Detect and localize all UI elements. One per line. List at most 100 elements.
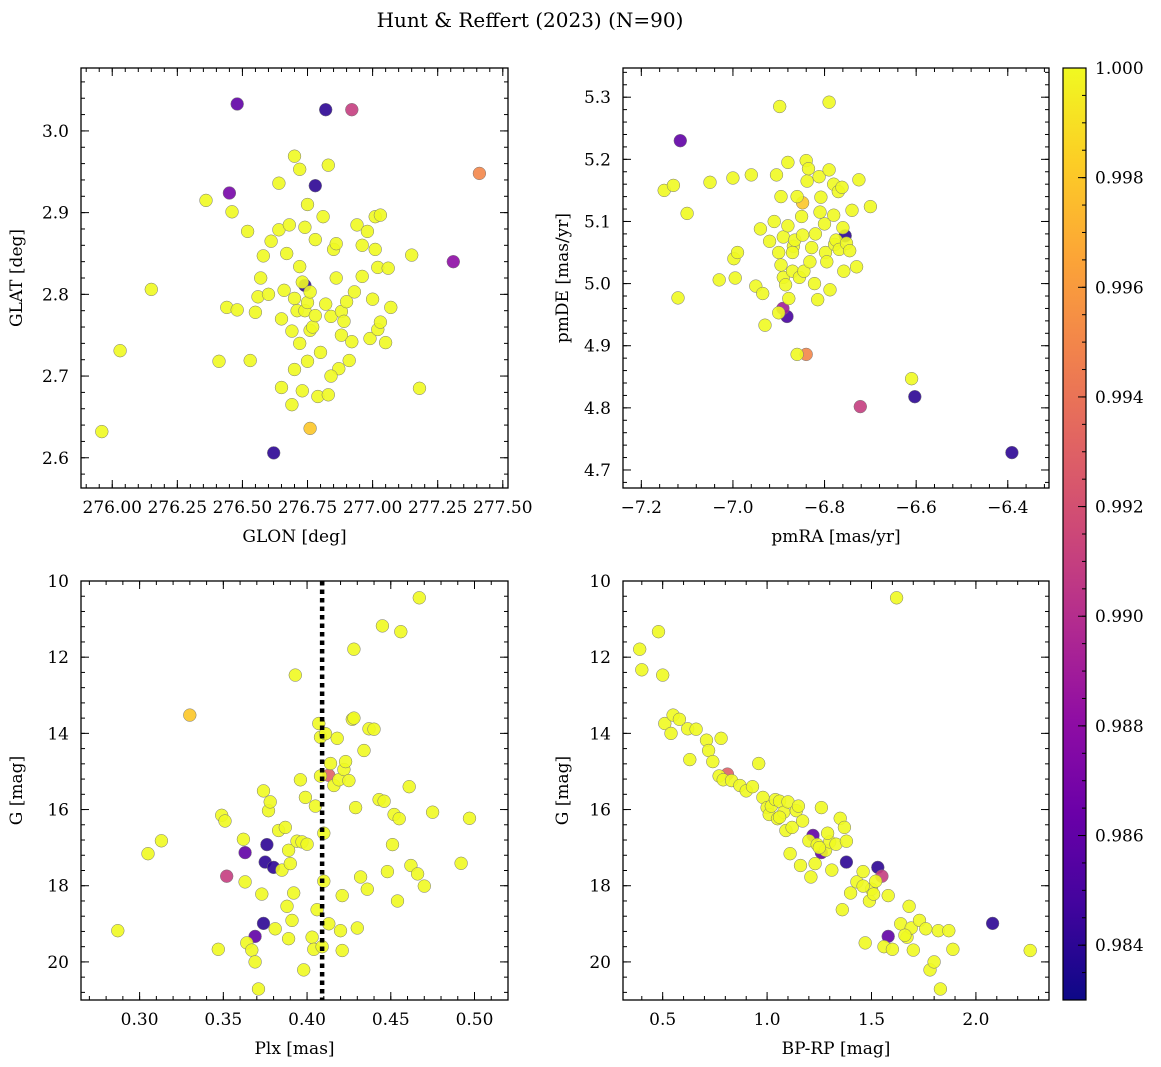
scatter-point bbox=[278, 820, 292, 835]
colorbar: 0.984 0.986 0.988 0.990 0.992 0.994 0.996 0.998… bbox=[1062, 59, 1144, 1001]
scatter-point bbox=[783, 847, 797, 861]
scatter-point bbox=[839, 855, 854, 869]
axes-frame bbox=[80, 67, 509, 489]
scatter-point bbox=[774, 189, 788, 204]
scatter-point bbox=[308, 308, 322, 323]
scatter-point bbox=[773, 99, 787, 114]
scatter-point bbox=[300, 354, 315, 368]
scatter-point bbox=[782, 291, 796, 306]
scatter-point bbox=[906, 943, 920, 957]
scatter-point bbox=[355, 238, 369, 252]
scatter-point bbox=[804, 870, 818, 884]
scatter-point bbox=[243, 353, 257, 368]
scatter-point bbox=[881, 888, 895, 903]
scatter-point bbox=[337, 314, 351, 328]
scatter-point bbox=[238, 875, 252, 889]
scatter-point bbox=[316, 210, 330, 224]
scatter-point bbox=[837, 820, 852, 835]
scatter-point bbox=[898, 928, 912, 942]
scatter-point bbox=[111, 924, 125, 938]
scatter-point bbox=[673, 134, 687, 148]
scatter-point bbox=[762, 234, 777, 248]
scatter-point bbox=[781, 219, 795, 233]
colorbar-tick-label: 0.992 bbox=[1095, 498, 1144, 518]
scatter-point bbox=[856, 864, 870, 879]
scatter-point bbox=[287, 362, 302, 377]
colorbar-tick-label: 0.994 bbox=[1095, 388, 1144, 408]
scatter-series bbox=[657, 95, 1019, 460]
scatter-point bbox=[656, 668, 670, 682]
scatter-point bbox=[342, 773, 356, 788]
x-tick-label: 0.35 bbox=[204, 1010, 242, 1030]
scatter-point bbox=[230, 303, 244, 317]
scatter-point bbox=[305, 930, 319, 944]
scatter-point bbox=[248, 955, 262, 969]
scatter-point bbox=[797, 264, 811, 278]
scatter-point bbox=[889, 591, 904, 605]
scatter-point bbox=[446, 255, 460, 269]
scatter-point bbox=[385, 837, 400, 852]
scatter-point bbox=[706, 754, 720, 769]
scatter-point bbox=[919, 922, 933, 936]
scatter-point bbox=[225, 205, 239, 219]
scatter-point bbox=[812, 840, 826, 855]
scatter-point bbox=[843, 244, 857, 258]
scatter-point bbox=[300, 837, 314, 851]
scatter-point bbox=[1023, 943, 1037, 958]
y-tick-label: 2.8 bbox=[42, 285, 69, 305]
scatter-point bbox=[791, 799, 806, 813]
scatter-point bbox=[375, 619, 390, 633]
x-tick-label: −7.2 bbox=[621, 498, 662, 518]
scatter-point bbox=[714, 731, 728, 745]
scatter-point bbox=[772, 245, 786, 260]
x-axis-label: Plx [mas] bbox=[254, 1039, 334, 1059]
scatter-point bbox=[263, 795, 277, 809]
scatter-point bbox=[933, 982, 948, 996]
scatter-point bbox=[823, 283, 837, 297]
scatter-point bbox=[856, 879, 870, 893]
scatter-point bbox=[363, 331, 377, 346]
scatter-point bbox=[285, 398, 299, 412]
scatter-point bbox=[774, 258, 788, 272]
scatter-point bbox=[666, 178, 681, 193]
scatter-point bbox=[902, 899, 916, 913]
scatter-point bbox=[728, 271, 742, 285]
colorbar-tick-label: 1.000 bbox=[1095, 59, 1144, 79]
y-tick-label: 2.6 bbox=[42, 449, 69, 469]
scatter-point bbox=[113, 344, 127, 358]
scatter-point bbox=[348, 800, 363, 815]
scatter-point bbox=[793, 858, 808, 873]
scatter-point bbox=[272, 176, 286, 190]
scatter-point bbox=[293, 162, 307, 176]
scatter-point bbox=[908, 390, 922, 404]
scatter-series bbox=[111, 591, 477, 996]
x-tick-label: −6.8 bbox=[804, 498, 845, 518]
scatter-point bbox=[651, 625, 666, 639]
scatter-point bbox=[285, 913, 299, 928]
scatter-point bbox=[240, 224, 255, 239]
y-tick-label: 14 bbox=[589, 724, 611, 744]
scatter-point bbox=[335, 888, 349, 903]
x-tick-label: 2.0 bbox=[962, 1010, 989, 1030]
scatter-point bbox=[297, 963, 311, 977]
scatter-point bbox=[251, 982, 266, 996]
scatter-point bbox=[281, 843, 296, 857]
scatter-point bbox=[927, 955, 941, 969]
y-axis-label: pmDE [mas/yr] bbox=[553, 213, 573, 343]
y-tick-label: 14 bbox=[47, 724, 69, 744]
scatter-point bbox=[776, 230, 790, 244]
scatter-point bbox=[390, 894, 405, 908]
scatter-point bbox=[256, 249, 270, 263]
scatter-point bbox=[785, 820, 799, 835]
scatter-point bbox=[347, 285, 362, 299]
scatter-point bbox=[293, 336, 307, 351]
scatter-point bbox=[350, 218, 364, 232]
scatter-series bbox=[95, 97, 487, 460]
scatter-point bbox=[417, 879, 431, 893]
scatter-point bbox=[183, 708, 197, 722]
scatter-point bbox=[866, 887, 881, 901]
scatter-point bbox=[769, 168, 784, 182]
scatter-point bbox=[822, 95, 836, 109]
colorbar-tick-label: 0.998 bbox=[1095, 169, 1144, 189]
y-tick-label: 10 bbox=[589, 572, 611, 592]
